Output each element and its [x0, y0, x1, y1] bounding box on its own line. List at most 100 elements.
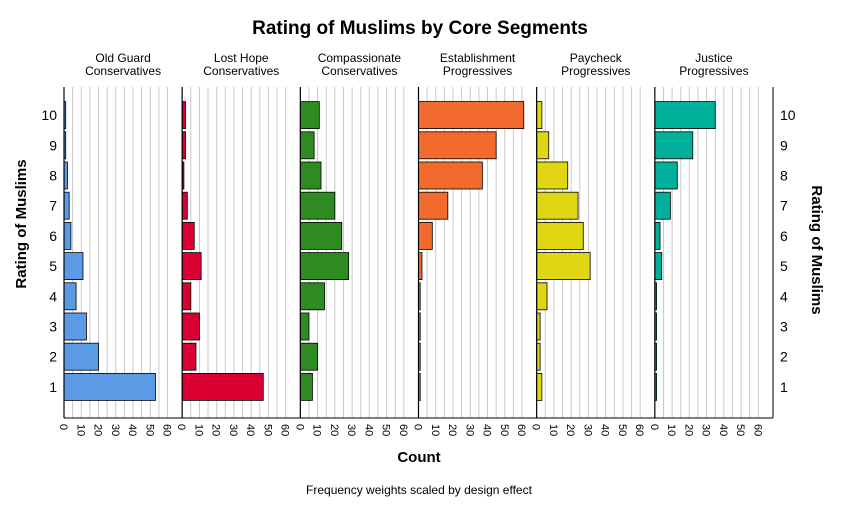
x-tick-label: 60	[397, 424, 409, 436]
x-tick-label: 60	[515, 424, 527, 436]
y-tick-label-left: 6	[49, 228, 57, 244]
bar	[536, 101, 543, 129]
y-tick-label-left: 10	[41, 107, 57, 123]
bar	[299, 221, 343, 250]
bar	[536, 252, 591, 281]
x-axis-title: Count	[397, 449, 440, 466]
y-tick-label-left: 1	[49, 379, 57, 395]
x-tick-label: 10	[192, 424, 204, 436]
y-tick-label-left: 3	[49, 319, 57, 335]
y-tick-label-right: 6	[780, 228, 788, 244]
x-tick-label: 50	[380, 424, 392, 436]
bar	[536, 372, 543, 401]
x-tick-label: 30	[227, 424, 239, 436]
bar	[299, 191, 336, 220]
panel-label: Paycheck	[570, 51, 623, 65]
y-tick-label-left: 4	[49, 288, 57, 304]
bar	[418, 221, 433, 250]
x-tick-label: 30	[581, 424, 593, 436]
bar	[181, 221, 195, 250]
x-tick-label: 30	[109, 424, 121, 436]
bar	[299, 252, 350, 281]
x-tick-label: 0	[57, 424, 69, 430]
bar	[299, 312, 310, 341]
x-tick-label: 40	[126, 424, 138, 436]
bar	[418, 131, 497, 160]
x-tick-label: 0	[293, 424, 305, 430]
y-tick-label-right: 5	[780, 258, 788, 274]
panel-label: Lost Hope	[214, 51, 269, 65]
x-tick-label: 60	[161, 424, 173, 436]
bar	[654, 101, 716, 129]
bar	[536, 221, 584, 250]
bar	[299, 372, 313, 401]
x-tick-label: 0	[175, 424, 187, 430]
panel-label: Conservatives	[321, 64, 397, 78]
y-tick-label-right: 8	[780, 168, 788, 184]
bar	[63, 191, 70, 220]
x-tick-label: 50	[616, 424, 628, 436]
bar	[181, 312, 200, 341]
bar	[654, 252, 663, 281]
bar	[299, 342, 318, 371]
bar	[63, 372, 156, 401]
bar	[299, 282, 325, 311]
panel-label: Progressives	[443, 64, 512, 78]
x-tick-label: 60	[279, 424, 291, 436]
y-tick-label-left: 7	[49, 198, 57, 214]
bar	[63, 312, 87, 341]
y-tick-label-right: 4	[780, 288, 788, 304]
y-axis-title-left: Rating of Muslims	[13, 159, 30, 288]
bar	[63, 221, 72, 250]
panel-label: Justice	[695, 51, 733, 65]
x-tick-label: 50	[143, 424, 155, 436]
y-tick-label-right: 3	[780, 319, 788, 335]
bar	[181, 372, 264, 401]
x-tick-label: 40	[362, 424, 374, 436]
x-tick-label: 40	[481, 424, 493, 436]
bar	[181, 342, 197, 371]
x-tick-label: 20	[92, 424, 104, 436]
x-tick-label: 30	[700, 424, 712, 436]
bar	[536, 161, 569, 190]
x-tick-label: 20	[210, 424, 222, 436]
bar	[536, 131, 550, 160]
panel-label: Conservatives	[203, 64, 279, 78]
bar	[418, 101, 525, 129]
y-tick-label-right: 10	[780, 107, 796, 123]
bar	[536, 282, 548, 311]
bar	[299, 161, 322, 190]
x-tick-label: 30	[345, 424, 357, 436]
y-tick-label-left: 9	[49, 137, 57, 153]
x-tick-label: 0	[530, 424, 542, 430]
bar	[654, 131, 694, 160]
x-tick-label: 40	[599, 424, 611, 436]
bar	[181, 282, 192, 311]
bar	[63, 342, 99, 371]
bar	[299, 131, 315, 160]
x-tick-label: 20	[564, 424, 576, 436]
x-tick-label: 50	[734, 424, 746, 436]
x-tick-label: 50	[498, 424, 510, 436]
bar	[299, 101, 320, 129]
y-tick-label-left: 2	[49, 349, 57, 365]
y-tick-label-right: 9	[780, 137, 788, 153]
x-tick-label: 50	[261, 424, 273, 436]
panel-label: Conservatives	[85, 64, 161, 78]
bar	[63, 252, 84, 281]
x-tick-label: 10	[547, 424, 559, 436]
y-tick-label-left: 5	[49, 258, 57, 274]
chart-title: Rating of Muslims by Core Segments	[252, 18, 588, 39]
y-tick-label-right: 1	[780, 379, 788, 395]
x-tick-label: 60	[751, 424, 763, 436]
bar	[418, 161, 483, 190]
bar	[654, 161, 678, 190]
x-tick-label: 10	[665, 424, 677, 436]
footnote: Frequency weights scaled by design effec…	[306, 483, 533, 497]
y-tick-label-right: 2	[780, 349, 788, 365]
bar	[63, 282, 77, 311]
x-tick-label: 20	[682, 424, 694, 436]
bar	[654, 221, 661, 250]
